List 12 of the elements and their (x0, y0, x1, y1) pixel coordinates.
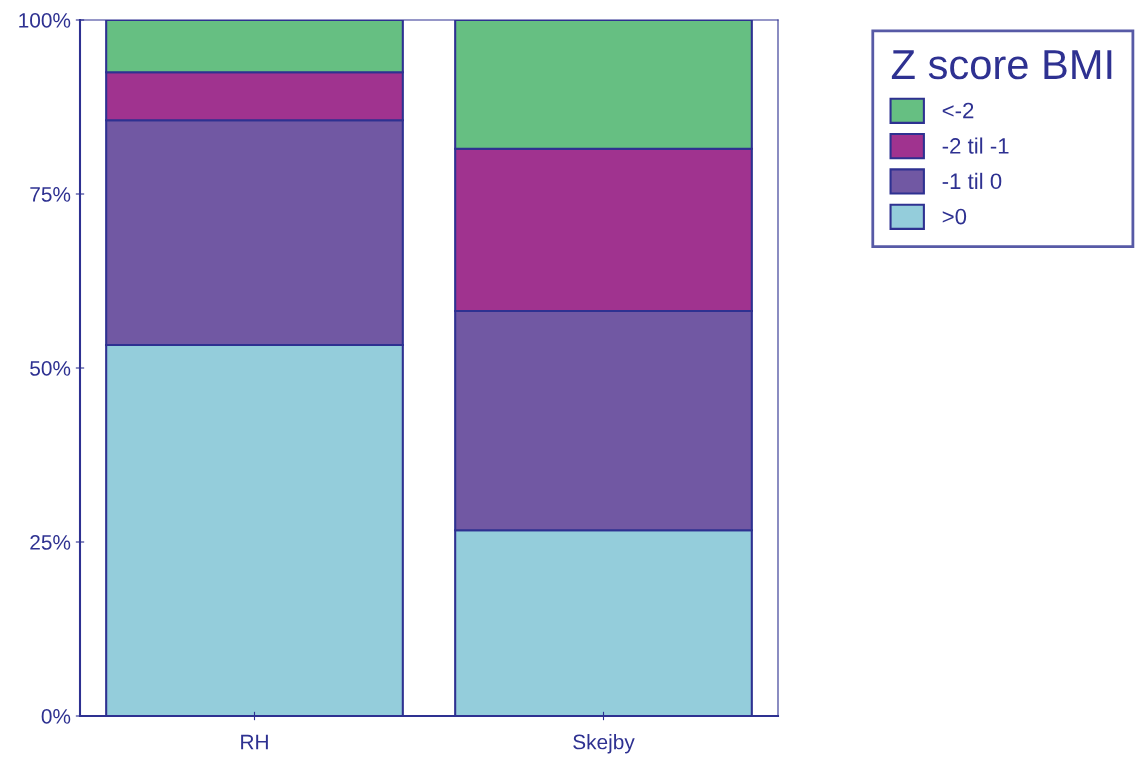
legend-title: Z score BMI (891, 50, 1112, 80)
x-tick-label: RH (241, 734, 268, 750)
legend-label: -2 til -1 (942, 137, 1009, 154)
legend-label: <-2 (942, 102, 974, 119)
y-tick-label: 100% (19, 13, 71, 28)
y-tick-label: 0% (41, 709, 71, 724)
y-tick-label: 75% (30, 187, 71, 202)
y-tick-label: 50% (30, 361, 71, 376)
y-tick-label: 25% (30, 535, 71, 550)
x-tick-label: Skejby (573, 734, 635, 754)
legend-label: >0 (942, 208, 967, 225)
legend-label: -1 til 0 (942, 172, 1002, 190)
